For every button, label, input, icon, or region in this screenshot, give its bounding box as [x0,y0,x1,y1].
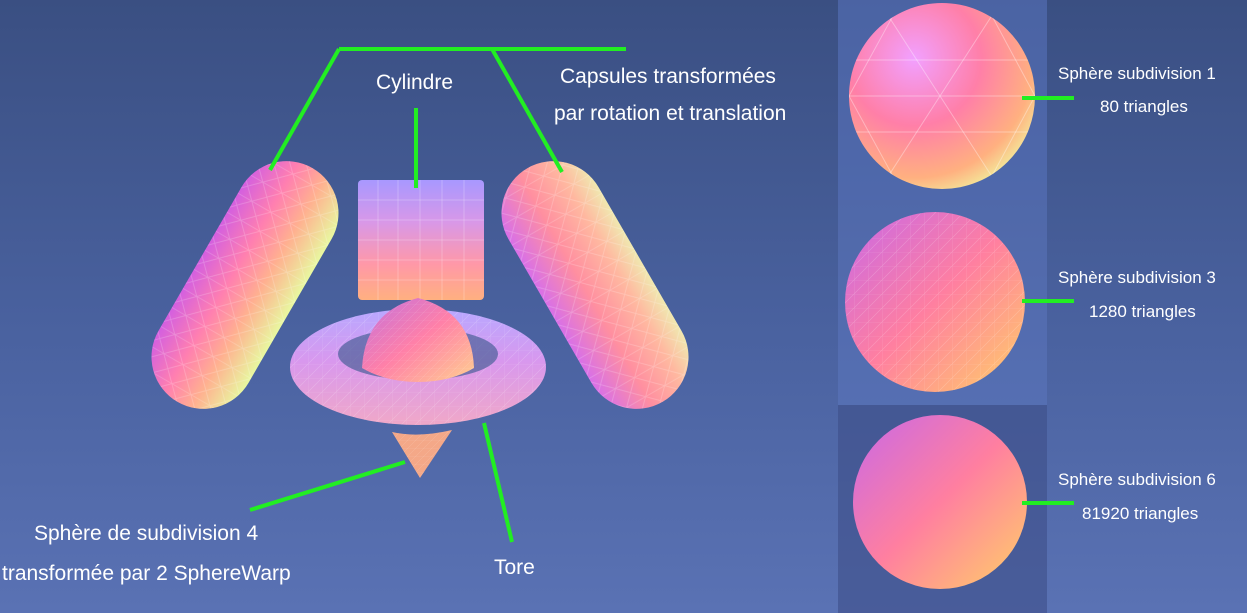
torus-leader [482,422,514,543]
warp-sphere-label-line1: Sphère de subdivision 4 [34,522,259,545]
capsules-label-line1: Capsules transformées [560,65,776,88]
warp-sphere-leader [249,460,406,512]
leader-lines [249,47,1074,543]
warped-sphere-mesh [362,298,474,478]
sphere-subdivision-1-mesh [849,3,1035,189]
capsule-right-leader [490,48,564,173]
sphere-3-triangles: 1280 triangles [1089,302,1196,321]
sphere-3-title: Sphère subdivision 3 [1058,268,1216,287]
sphere-subdivision-3-mesh [845,212,1025,392]
torus-label: Tore [494,556,535,579]
sphere-subdivision-6-mesh [853,415,1027,589]
capsules-label-line2: par rotation et translation [554,102,787,125]
capsule-left [151,161,339,409]
sphere-1-triangles: 80 triangles [1100,97,1188,116]
sphere-6-triangles: 81920 triangles [1082,504,1199,523]
cylinder-label: Cylindre [376,71,454,94]
cylinder-mesh [358,180,484,300]
sphere-6-title: Sphère subdivision 6 [1058,470,1216,489]
capsule-left-leader [268,48,341,171]
warp-sphere-label-line2: transformée par 2 SphereWarp [2,562,291,585]
sphere-1-title: Sphère subdivision 1 [1058,64,1216,83]
capsule-right [501,161,689,409]
